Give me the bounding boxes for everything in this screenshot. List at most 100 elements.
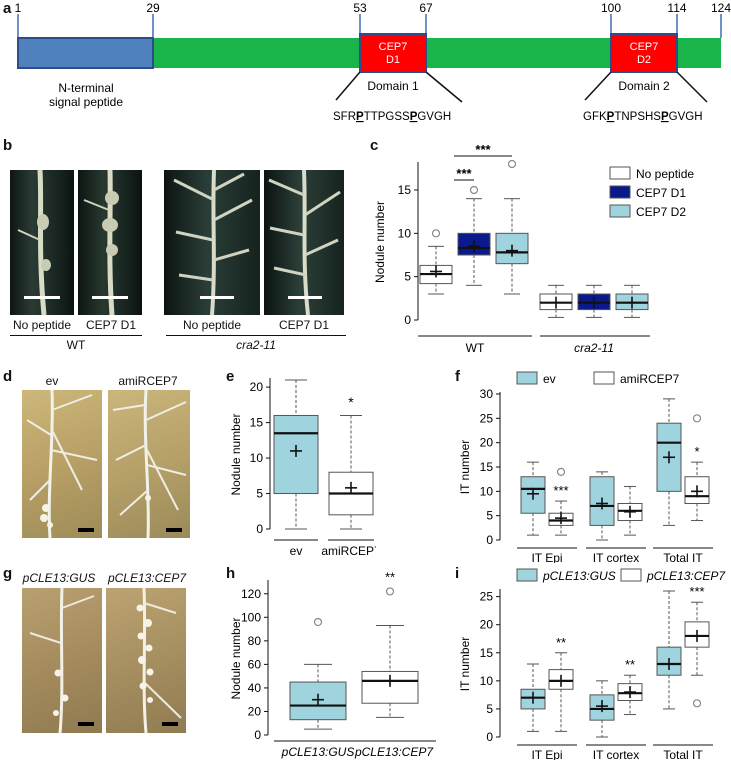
- legend-swatch: [620, 568, 642, 582]
- y-axis-label: Nodule number: [229, 413, 243, 495]
- y-axis-label: Nodule number: [373, 201, 387, 283]
- panel-label-i: i: [455, 565, 460, 582]
- tick-label: 124: [711, 1, 731, 15]
- cep7-d2-region: [610, 33, 678, 73]
- root-photo-cra2-cep7d1: [264, 170, 344, 315]
- y-tick-label: 5: [486, 702, 493, 716]
- x-axis-label: IT Epi: [531, 551, 562, 563]
- x-axis-label: Total IT: [663, 551, 703, 563]
- domain1-callout-right: [425, 71, 463, 103]
- y-tick-label: 15: [398, 183, 412, 197]
- panel-label-c: c: [370, 137, 379, 154]
- caption-d-ev: ev: [45, 374, 59, 388]
- legend-swatch: [516, 568, 538, 582]
- group-label-cra2: cra2-11: [236, 338, 276, 352]
- sig-label: **: [556, 635, 566, 650]
- panel-label-d: d: [3, 368, 13, 385]
- y-tick-label: 10: [398, 226, 412, 240]
- chart-h: 0 20 40 60 80 100 120 Nodule number ** pCLE13:GUS…: [229, 569, 436, 759]
- caption-d-amircep7: amiRCEP7: [118, 374, 178, 388]
- sig-label: *: [694, 444, 699, 459]
- chart-e: 0 5 10 15 20 Nodule number * ev amiRCEP7: [229, 378, 376, 558]
- sig-label: ***: [689, 584, 704, 599]
- panel-label-e: e: [226, 368, 235, 385]
- outlier-point: [385, 587, 395, 596]
- panel-label-h: h: [226, 565, 236, 582]
- y-tick-label: 80: [248, 634, 262, 648]
- domain1-sequence: SFRPTTPGSSPGVGH: [333, 111, 451, 123]
- y-tick-label: 0: [256, 522, 263, 536]
- panel-label-f: f: [455, 368, 460, 385]
- signal-peptide-region: [17, 37, 154, 69]
- protein-schematic: 1 29 53 67 100 114 124 CEP7 D1 CEP7 D2 N…: [15, 1, 731, 123]
- y-tick-label: 25: [480, 411, 494, 425]
- outlier-point: [431, 229, 441, 238]
- y-tick-label: 40: [248, 681, 262, 695]
- y-axis-label: Nodule number: [229, 617, 243, 699]
- box: [589, 476, 615, 526]
- legend-swatch: [609, 204, 631, 218]
- outlier-point: [556, 467, 566, 476]
- signal-peptide-label-1: N-terminal: [58, 81, 113, 95]
- group-label-wt: WT: [66, 338, 86, 352]
- y-tick-label: 5: [404, 270, 411, 284]
- domain2-callout-left: [584, 71, 612, 101]
- caption-g-gus: pCLE13:GUS: [22, 571, 96, 585]
- legend-label: pCLE13:CEP7: [646, 569, 726, 583]
- panel-label-a: a: [3, 0, 12, 17]
- x-axis-label: pCLE13:GUS: [281, 745, 355, 759]
- y-tick-label: 20: [480, 618, 494, 632]
- legend-label: No peptide: [636, 167, 694, 181]
- outlier-point: [692, 699, 702, 708]
- root-photo-wt-no-peptide: [10, 170, 74, 315]
- legend-swatch: [593, 371, 615, 385]
- d2-box-line1: CEP7: [630, 41, 659, 53]
- group-label-cra2: cra2-11: [574, 341, 614, 355]
- y-tick-label: 15: [480, 460, 494, 474]
- x-axis-label: pCLE13:CEP7: [354, 745, 434, 759]
- scale-bar: [288, 296, 322, 299]
- d1-box-line2: D1: [386, 54, 400, 66]
- y-tick-label: 10: [250, 451, 264, 465]
- y-tick-label: 20: [250, 380, 264, 394]
- y-tick-label: 0: [254, 728, 261, 742]
- y-tick-label: 100: [241, 610, 261, 624]
- d2-box-line2: D2: [637, 54, 651, 66]
- outlier-point: [692, 414, 702, 423]
- tick-label: 67: [419, 1, 433, 15]
- y-axis-label: IT number: [458, 637, 472, 691]
- domain2-callout-right: [676, 71, 708, 103]
- y-axis-label: IT number: [458, 440, 472, 494]
- scale-bar: [200, 296, 234, 299]
- scale-bar: [166, 528, 182, 532]
- tick-label: 100: [601, 1, 621, 15]
- x-axis-label: IT Epi: [531, 748, 562, 760]
- y-tick-label: 0: [404, 313, 411, 327]
- legend-swatch: [609, 166, 631, 180]
- panel-label-b: b: [3, 137, 13, 154]
- x-axis-label: IT cortex: [593, 748, 639, 760]
- d1-box-line1: CEP7: [379, 41, 408, 53]
- sig-label: ***: [456, 166, 472, 181]
- sig-label: **: [625, 657, 635, 672]
- sig-label: **: [385, 569, 395, 584]
- tick-label: 114: [667, 1, 686, 15]
- x-axis-label: ev: [290, 544, 303, 558]
- tick-label: 53: [353, 1, 367, 15]
- y-tick-label: 5: [486, 509, 493, 523]
- group-line-wt: [10, 335, 142, 336]
- y-tick-label: 10: [480, 674, 494, 688]
- root-photo-pcle13-gus: [22, 588, 102, 733]
- root-photo-ev: [22, 390, 102, 538]
- caption-b-no-peptide-cra2: No peptide: [182, 318, 242, 332]
- group-label-wt: WT: [466, 341, 485, 355]
- x-axis-label: Total IT: [663, 748, 703, 760]
- caption-b-cep7d1-cra2: CEP7 D1: [278, 318, 330, 332]
- scale-bar: [78, 722, 94, 726]
- y-tick-label: 60: [248, 657, 262, 671]
- domain1-label: Domain 1: [367, 79, 419, 93]
- scale-bar: [162, 722, 178, 726]
- tick-label: 29: [146, 1, 160, 15]
